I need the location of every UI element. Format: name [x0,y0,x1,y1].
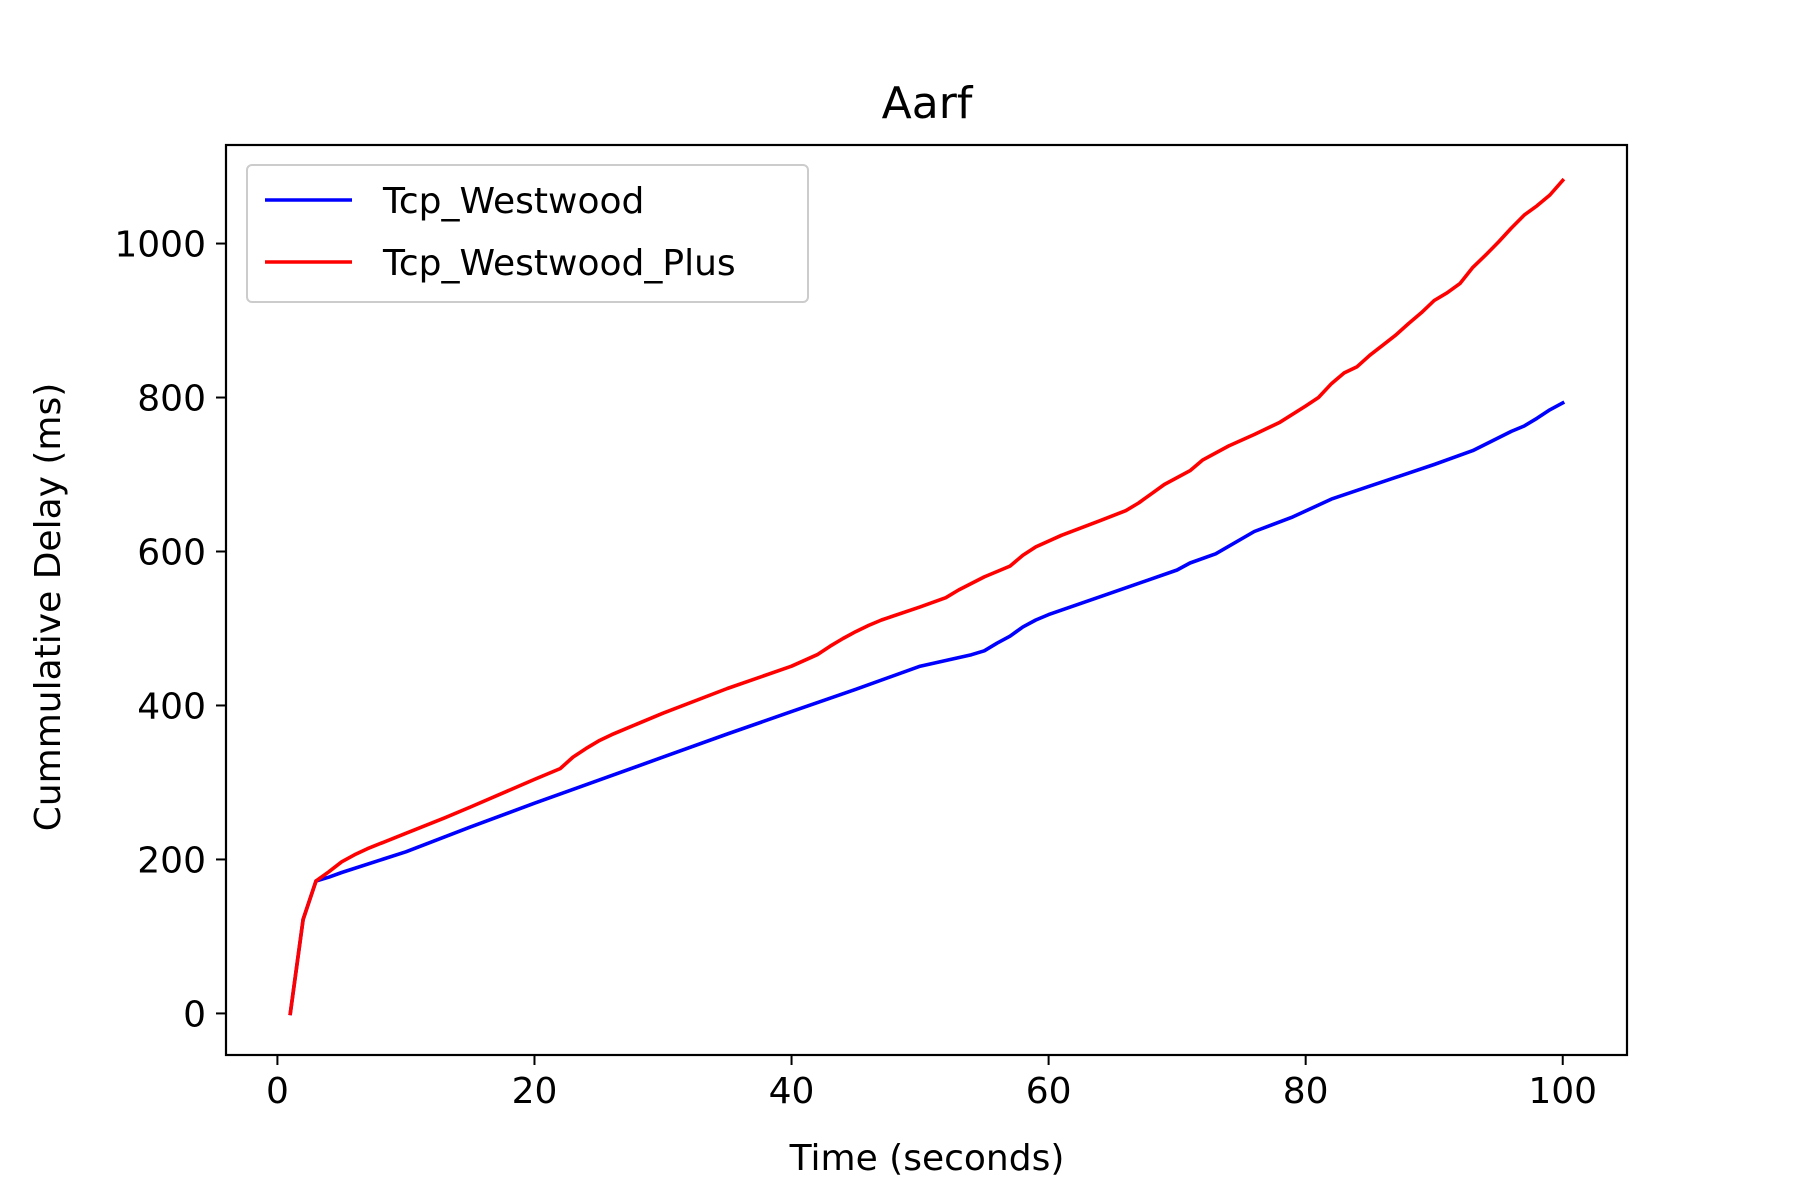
x-tick-label: 80 [1283,1071,1329,1112]
legend-label-2: Tcp_Westwood_Plus [382,243,736,284]
y-tick-label: 600 [137,532,206,573]
series-line-2 [288,177,1566,1016]
y-tick-label: 200 [137,840,206,881]
legend-label-1: Tcp_Westwood [382,181,644,222]
y-tick-label: 800 [137,379,206,420]
x-axis-label: Time (seconds) [789,1138,1065,1179]
x-tick-label: 60 [1026,1071,1072,1112]
x-tick-label: 100 [1528,1071,1597,1112]
plot-frame [224,143,1629,1057]
x-tick-label: 20 [512,1071,558,1112]
plot-area [288,177,1566,1016]
series-line-1 [288,400,1566,1016]
x-tick-label: 40 [769,1071,815,1112]
legend: Tcp_Westwood Tcp_Westwood_Plus [246,164,809,303]
y-tick-label: 1000 [114,225,206,266]
y-tick-label: 400 [137,686,206,727]
x-tick-label: 0 [266,1071,289,1112]
y-axis-label: Cummulative Delay (ms) [28,383,69,832]
legend-box [246,164,809,303]
y-tick-label: 0 [183,994,206,1035]
chart-title: Aarf [882,78,974,129]
